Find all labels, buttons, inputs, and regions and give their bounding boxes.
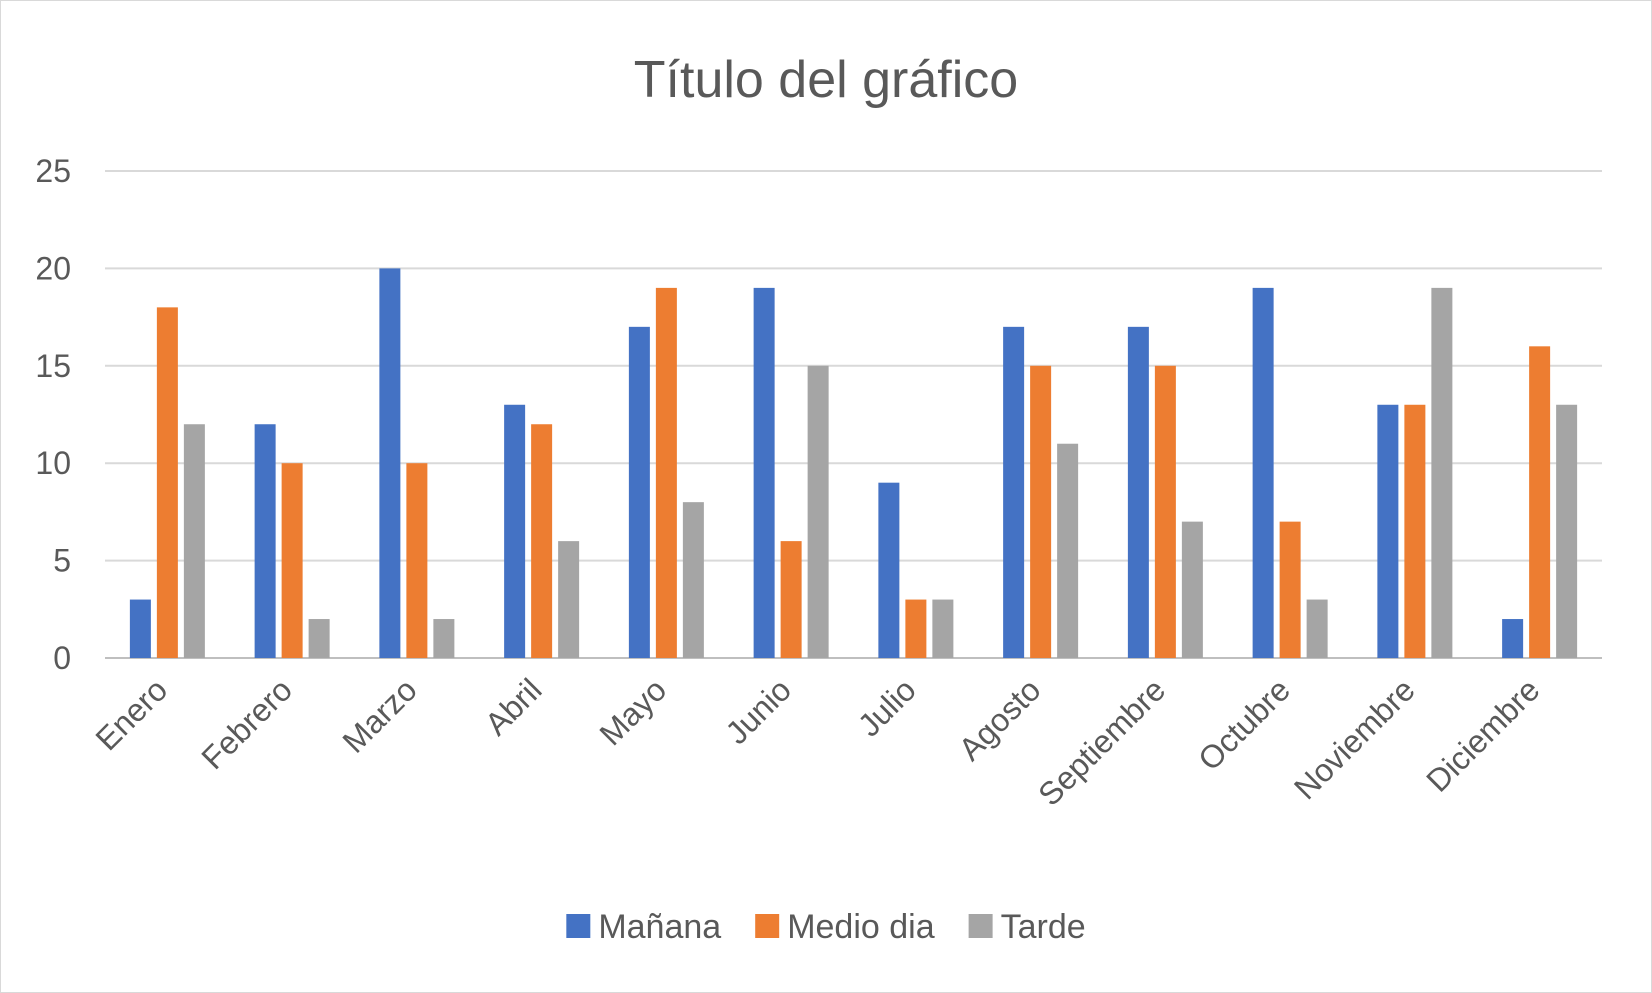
- gridlines: [105, 170, 1602, 659]
- bar-septiembre-2: [1181, 521, 1203, 658]
- x-tick-label: Abril: [478, 671, 549, 742]
- bar-agosto-2: [1057, 443, 1079, 658]
- bar-marzo-1: [406, 463, 428, 658]
- bar-abril-2: [558, 541, 580, 658]
- y-tick-label: 15: [35, 348, 71, 384]
- y-tick-label: 25: [35, 153, 71, 189]
- legend-label: Mañana: [598, 908, 721, 946]
- bar-septiembre-0: [1127, 326, 1149, 658]
- y-tick-label: 20: [35, 250, 71, 286]
- x-tick-label: Junio: [719, 671, 799, 751]
- bar-junio-2: [807, 365, 829, 658]
- legend-label: Tarde: [1001, 908, 1086, 946]
- x-tick-label: Febrero: [194, 671, 299, 776]
- y-tick-label: 5: [53, 543, 71, 579]
- bar-noviembre-1: [1404, 404, 1426, 658]
- bar-diciembre-2: [1556, 404, 1578, 658]
- y-tick-label: 0: [53, 640, 71, 676]
- bar-febrero-0: [254, 424, 276, 658]
- legend-swatch: [968, 914, 993, 938]
- bar-mayo-2: [682, 502, 704, 658]
- bar-febrero-1: [281, 463, 303, 658]
- legend-label: Medio dia: [787, 908, 935, 946]
- bar-diciembre-1: [1529, 346, 1551, 658]
- bar-noviembre-0: [1377, 404, 1399, 658]
- bar-agosto-0: [1003, 326, 1025, 658]
- bar-octubre-1: [1279, 521, 1301, 658]
- x-tick-label: Septiembre: [1031, 671, 1172, 812]
- bar-enero-2: [183, 424, 205, 658]
- legend-swatch: [755, 914, 780, 938]
- bar-mayo-0: [628, 326, 650, 658]
- x-tick-label: Agosto: [952, 671, 1048, 767]
- bar-enero-0: [129, 599, 151, 658]
- bar-marzo-0: [379, 268, 401, 658]
- bar-noviembre-2: [1431, 287, 1453, 658]
- bar-julio-0: [878, 482, 900, 658]
- legend-item: Medio dia: [755, 908, 935, 946]
- bar-diciembre-0: [1502, 619, 1524, 658]
- bar-marzo-2: [433, 619, 455, 658]
- x-axis-labels: Enero Febrero Marzo Abril Mayo Junio Julio Agos…: [88, 671, 1546, 812]
- x-tick-label: Octubre: [1191, 671, 1297, 777]
- bar-septiembre-1: [1154, 365, 1176, 658]
- y-axis-ticks: 0 5 10 15 20 25: [35, 153, 71, 676]
- x-tick-label: Mayo: [593, 671, 674, 752]
- bars: [129, 268, 1578, 658]
- x-tick-label: Diciembre: [1419, 671, 1546, 798]
- bar-julio-1: [905, 599, 927, 658]
- x-tick-label: Noviembre: [1287, 671, 1422, 806]
- bar-octubre-2: [1306, 599, 1328, 658]
- y-tick-label: 10: [35, 445, 71, 481]
- legend-item: Mañana: [566, 908, 721, 946]
- bar-julio-2: [932, 599, 954, 658]
- x-tick-label: Julio: [851, 671, 923, 743]
- x-tick-label: Enero: [88, 671, 174, 757]
- bar-febrero-2: [308, 619, 330, 658]
- legend-item: Tarde: [968, 908, 1086, 946]
- bar-junio-1: [780, 541, 802, 658]
- legend: Mañana Medio dia Tarde: [566, 908, 1086, 946]
- bar-abril-1: [531, 424, 553, 658]
- x-tick-label: Marzo: [336, 671, 424, 759]
- chart-title: Título del gráfico: [634, 51, 1018, 109]
- bar-junio-0: [753, 287, 775, 658]
- legend-swatch: [566, 914, 591, 938]
- bar-abril-0: [504, 404, 526, 658]
- bar-octubre-0: [1252, 287, 1274, 658]
- bar-enero-1: [156, 307, 178, 658]
- bar-agosto-1: [1030, 365, 1052, 658]
- bar-mayo-1: [655, 287, 677, 658]
